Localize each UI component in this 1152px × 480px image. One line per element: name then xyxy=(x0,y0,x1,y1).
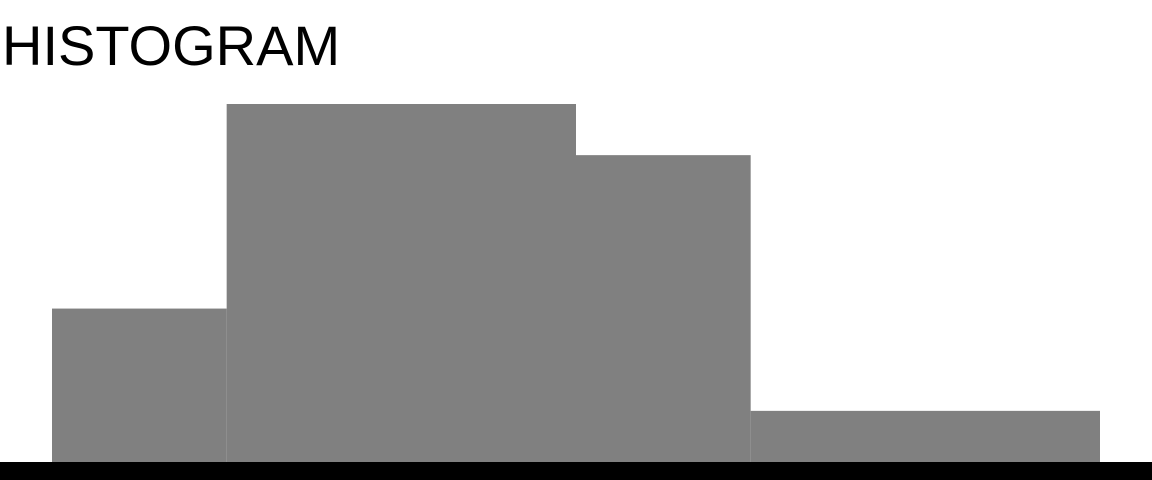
histogram-bar-2 xyxy=(226,104,576,462)
histogram-bar-4 xyxy=(750,410,1100,462)
chart-title: HISTOGRAM xyxy=(2,14,341,77)
histogram-bar-1 xyxy=(52,308,227,462)
histogram-bars xyxy=(52,104,1100,462)
x-axis-baseline xyxy=(0,462,1152,480)
histogram-bar-3 xyxy=(576,155,751,462)
